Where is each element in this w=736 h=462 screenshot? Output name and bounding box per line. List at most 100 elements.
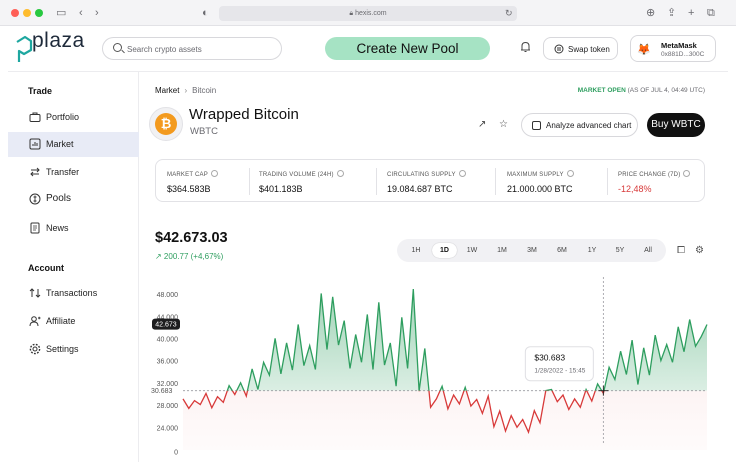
sidebar-item-news[interactable]: News (8, 216, 139, 241)
price-change: ↗ 200.77 (+4,67%) (155, 252, 224, 261)
lock-icon: 🔒︎ (349, 10, 354, 17)
sidebar-item-label: Pools (46, 193, 72, 204)
plaza-logo-icon (16, 35, 33, 62)
briefcase-icon (29, 112, 41, 122)
sidebar-item-market[interactable]: Market (8, 132, 139, 157)
pool-icon (29, 193, 41, 205)
new-tab-icon[interactable]: + (688, 7, 695, 19)
url-text: hexis.com (355, 10, 387, 17)
search-input[interactable] (127, 42, 277, 56)
sidebar-item-affiliate[interactable]: Affiliate (8, 309, 139, 334)
close-window-icon[interactable] (11, 9, 19, 17)
tooltip-value: $30.683 (534, 353, 565, 363)
chart-type-icon[interactable]: ⧠ (677, 245, 685, 256)
share-icon[interactable]: ⇪ (667, 7, 677, 19)
buy-button[interactable]: Buy WBTC (647, 113, 705, 137)
sidebar-item-transfer[interactable]: Transfer (8, 160, 139, 185)
range-3m[interactable]: 3M (527, 247, 537, 254)
current-value-badge: 42.673 (152, 318, 180, 330)
maximize-window-icon[interactable] (35, 9, 43, 17)
stat-label: PRICE CHANGE (7D) (618, 172, 681, 178)
bell-icon[interactable] (520, 41, 531, 53)
analyze-chart-button[interactable]: Analyze advanced chart (521, 113, 638, 137)
range-5y[interactable]: 5Y (615, 247, 625, 254)
baseline-value-label: 30.683 (151, 388, 173, 395)
analyze-chart-label: Analyze advanced chart (546, 121, 632, 130)
sidebar-item-pools[interactable]: Pools (8, 187, 139, 212)
info-icon[interactable] (336, 170, 344, 177)
shield-icon[interactable]: ◐ (202, 7, 209, 19)
area-below-baseline (183, 390, 707, 450)
bar-chart-icon (29, 138, 41, 150)
breadcrumb-market[interactable]: Market (155, 86, 180, 95)
stat-label: CIRCULATING SUPPLY (387, 172, 456, 178)
affiliate-icon (29, 316, 41, 327)
info-icon[interactable] (458, 170, 466, 177)
create-pool-button[interactable]: Create New Pool (325, 37, 490, 60)
stat-value: 19.084.687 BTC (387, 184, 453, 194)
range-6m[interactable]: 6M (557, 247, 567, 254)
range-1w[interactable]: 1W (466, 247, 478, 254)
transactions-icon (29, 288, 41, 298)
sidebar-toggle-icon[interactable]: ▭ (56, 7, 67, 19)
info-icon[interactable] (210, 170, 218, 177)
swap-token-button[interactable]: Swap token (543, 37, 618, 60)
bitcoin-icon: ₿ (155, 113, 177, 135)
search-box[interactable] (102, 37, 282, 60)
external-link-icon[interactable]: ↗ (478, 119, 487, 130)
stat-label: TRADING VOLUME (24H) (259, 172, 334, 178)
range-all[interactable]: All (644, 247, 652, 254)
breadcrumb: Market › Bitcoin (155, 86, 216, 95)
forward-icon[interactable]: › (95, 7, 99, 19)
sidebar-item-settings[interactable]: Settings (8, 337, 139, 362)
info-icon[interactable] (683, 170, 691, 177)
stat-value: -12,48% (618, 184, 652, 194)
divider (607, 168, 608, 195)
divider (376, 168, 377, 195)
back-icon[interactable]: ‹ (79, 7, 83, 19)
sidebar-item-label: Settings (46, 344, 79, 354)
coin-symbol: WBTC (190, 126, 218, 137)
range-1d[interactable]: 1D (432, 243, 457, 258)
star-icon[interactable]: ☆ (499, 119, 508, 130)
range-1h[interactable]: 1H (411, 247, 421, 254)
stat-value: $364.583B (167, 184, 211, 194)
stat-value: $401.183B (259, 184, 303, 194)
stat-label: MARKET CAP (167, 172, 208, 178)
coin-avatar: ₿ (149, 107, 183, 141)
crosshair-icon (598, 385, 609, 396)
address-bar[interactable]: 🔒︎ hexis.com (219, 6, 517, 21)
y-tick-label: 0 (174, 450, 178, 457)
chart-settings-icon[interactable]: ⚙ (695, 245, 704, 256)
info-icon[interactable] (566, 170, 574, 177)
settings-icon (29, 343, 41, 355)
sidebar-item-transactions[interactable]: Transactions (8, 281, 139, 306)
price-chart[interactable]: 48.000 44.000 40.000 36.000 32.000 28.000 24.0… (139, 272, 728, 462)
time-range-selector: 1H 1D 1W 1M 3M 6M 1Y 5Y All (397, 239, 666, 262)
sidebar-item-label: Transfer (46, 167, 80, 177)
stat-label: MAXIMUM SUPPLY (507, 172, 564, 178)
main-content: Market › Bitcoin MARKET OPEN (AS OF JUL 4,… (139, 72, 728, 462)
range-1m[interactable]: 1M (497, 247, 507, 254)
y-tick-label: 48.000 (157, 292, 179, 299)
market-status-badge: MARKET OPEN (577, 87, 626, 94)
transfer-icon (30, 167, 40, 177)
stat-value: 21.000.000 BTC (507, 184, 573, 194)
search-icon (113, 43, 122, 52)
area-above-baseline (227, 289, 707, 391)
sidebar-item-portfolio[interactable]: Portfolio (8, 105, 139, 130)
chart-tooltip: $30.683 1/28/2022 - 15:45 (524, 346, 594, 382)
tabs-overview-icon[interactable]: ⧉ (707, 7, 715, 19)
divider (495, 168, 496, 195)
wallet-name: MetaMask (661, 41, 697, 50)
y-tick-label: 40.000 (157, 336, 179, 343)
download-icon[interactable]: ⊕ (646, 7, 656, 19)
app-header: plaza Create New Pool Swap token 🦊 MetaM… (8, 26, 728, 72)
current-value-label: 42.673 (155, 321, 177, 328)
minimize-window-icon[interactable] (23, 9, 31, 17)
range-1y[interactable]: 1Y (587, 247, 597, 254)
breadcrumb-current: Bitcoin (192, 86, 217, 95)
reload-icon[interactable]: ↻ (505, 8, 513, 18)
coin-name: Wrapped Bitcoin (189, 106, 299, 123)
wallet-button[interactable]: 🦊 MetaMask 0x881D...300C (630, 35, 716, 62)
